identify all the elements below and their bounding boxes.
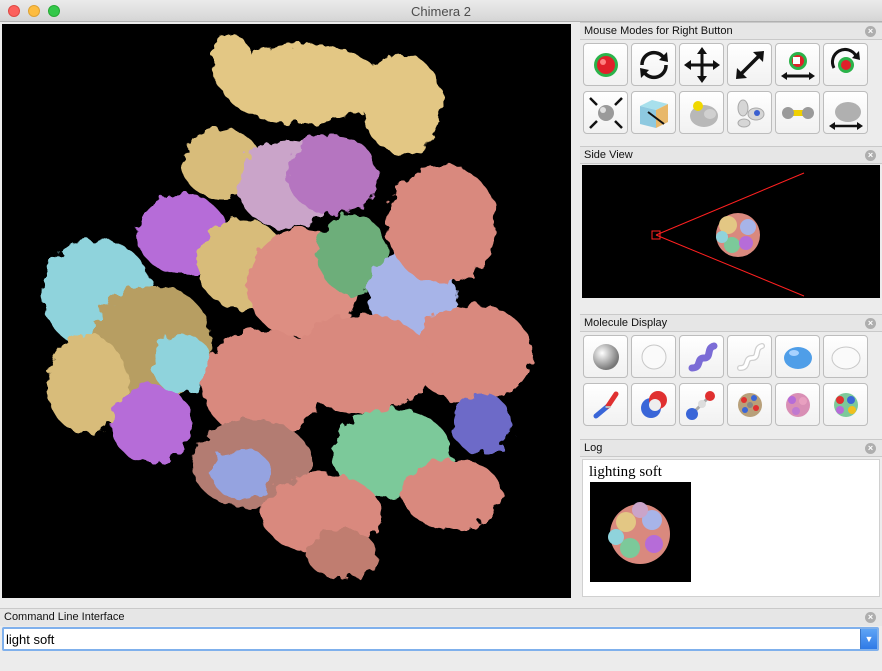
window-minimize-button[interactable] <box>28 5 40 17</box>
command-line-field[interactable]: ▼ <box>2 627 879 651</box>
rotate-icon <box>639 50 668 79</box>
molecule-display-title: Molecule Display <box>584 317 668 329</box>
window-zoom-button[interactable] <box>48 5 60 17</box>
close-icon[interactable]: × <box>865 26 876 37</box>
translate-icon <box>683 46 720 83</box>
log-image-thumbnail <box>590 482 691 582</box>
side-view-molecule <box>716 213 760 257</box>
zoom-icon <box>735 50 764 79</box>
log-content[interactable]: lighting soft <box>582 459 880 597</box>
sphere-style-button[interactable] <box>631 383 676 426</box>
color-by-element-icon <box>737 392 762 417</box>
rotate-atoms-icon <box>830 47 860 73</box>
hide-cartoon-icon <box>736 342 765 371</box>
close-icon[interactable]: × <box>865 612 876 623</box>
log-header: Log × <box>580 439 882 457</box>
pivot-mode-button[interactable] <box>583 91 628 134</box>
color-by-chain-icon <box>785 392 810 417</box>
pivot-icon <box>588 96 623 129</box>
side-view-title: Side View <box>584 149 633 161</box>
hide-atoms-icon <box>641 344 666 369</box>
hide-surface-icon <box>831 346 860 369</box>
bond-rotation-mode-button[interactable] <box>775 91 820 134</box>
select-icon <box>593 52 618 77</box>
mouse-modes-panel: Mouse Modes for Right Button × <box>580 22 882 144</box>
chevron-down-icon: ▼ <box>864 634 874 644</box>
contour-level-icon <box>689 100 718 127</box>
camera-marker <box>651 230 661 240</box>
show-cartoon-button[interactable] <box>679 335 724 378</box>
zoom-mode-button[interactable] <box>727 43 772 86</box>
clip-icon <box>639 99 668 128</box>
close-icon[interactable]: × <box>865 443 876 454</box>
side-view-render <box>651 172 805 297</box>
move-planes-icon <box>737 99 764 127</box>
window-title: Chimera 2 <box>411 4 471 19</box>
molecule-render <box>42 34 532 579</box>
rotate-mode-button[interactable] <box>631 43 676 86</box>
hide-atoms-button[interactable] <box>631 335 676 378</box>
graphics-viewport[interactable] <box>2 24 571 598</box>
contour-level-mode-button[interactable] <box>679 91 724 134</box>
hide-surface-button[interactable] <box>823 335 868 378</box>
show-atoms-button[interactable] <box>583 335 628 378</box>
close-icon[interactable]: × <box>865 318 876 329</box>
translate-atoms-mode-button[interactable] <box>775 43 820 86</box>
bond-rotation-icon <box>781 106 814 119</box>
side-view-header: Side View × <box>580 146 882 164</box>
select-mode-button[interactable] <box>583 43 628 86</box>
thumbnail-render <box>608 502 670 564</box>
color-by-polymer-icon <box>833 392 858 417</box>
rotate-atoms-mode-button[interactable] <box>823 43 868 86</box>
command-history-dropdown[interactable]: ▼ <box>860 629 877 649</box>
molecule-display-panel: Molecule Display × <box>580 314 882 434</box>
title-bar: Chimera 2 <box>0 0 882 22</box>
translate-mode-button[interactable] <box>679 43 724 86</box>
log-panel: Log × lighting soft <box>580 439 882 599</box>
window-close-button[interactable] <box>8 5 20 17</box>
stick-style-button[interactable] <box>583 383 628 426</box>
mouse-modes-title: Mouse Modes for Right Button <box>584 25 733 37</box>
color-by-polymer-button[interactable] <box>823 383 868 426</box>
molecule-display-header: Molecule Display × <box>580 314 882 332</box>
hide-cartoon-button[interactable] <box>727 335 772 378</box>
stick-style-icon <box>593 391 618 418</box>
command-line-title: Command Line Interface <box>4 611 125 623</box>
show-surface-button[interactable] <box>775 335 820 378</box>
sphere-style-icon <box>640 390 667 418</box>
show-atoms-icon <box>592 343 619 370</box>
move-planes-mode-button[interactable] <box>727 91 772 134</box>
show-surface-icon <box>783 346 812 369</box>
clip-mode-button[interactable] <box>631 91 676 134</box>
side-view-panel: Side View × <box>580 146 882 308</box>
color-by-element-button[interactable] <box>727 383 772 426</box>
color-by-chain-button[interactable] <box>775 383 820 426</box>
log-entry[interactable]: lighting soft <box>589 464 662 480</box>
move-picked-models-mode-button[interactable] <box>823 91 868 134</box>
translate-atoms-icon <box>780 51 815 80</box>
command-line-input[interactable] <box>6 630 858 648</box>
log-title: Log <box>584 442 603 454</box>
mouse-modes-header: Mouse Modes for Right Button × <box>580 22 882 40</box>
side-view-canvas[interactable] <box>582 165 880 298</box>
close-icon[interactable]: × <box>865 150 876 161</box>
move-picked-models-icon <box>828 101 863 130</box>
show-cartoon-icon <box>688 342 717 371</box>
ball-stick-style-button[interactable] <box>679 383 724 426</box>
command-line-header: Command Line Interface × <box>0 608 882 626</box>
ball-stick-style-icon <box>685 390 715 420</box>
